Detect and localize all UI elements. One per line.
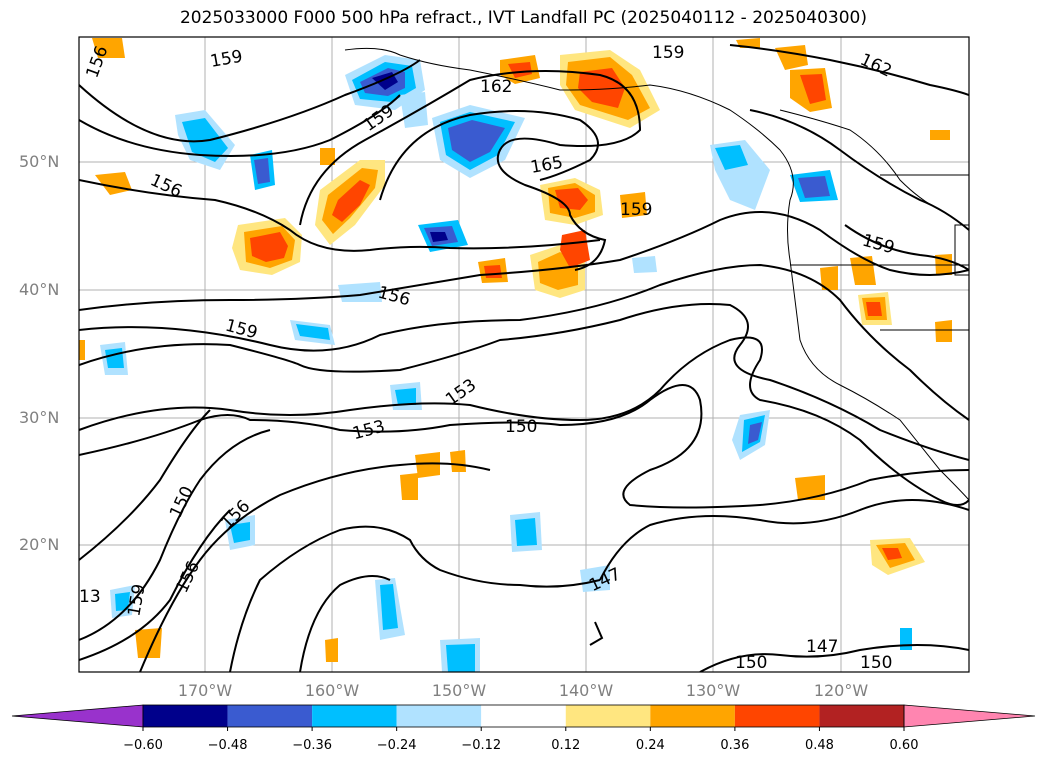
colorbar-tick-label: 0.12 bbox=[551, 738, 581, 753]
map-title: 2025033000 F000 500 hPa refract., IVT La… bbox=[179, 8, 867, 28]
contour-label: 150 bbox=[735, 653, 767, 673]
colorbar-tick-label: 0.36 bbox=[720, 738, 750, 753]
contour-label: 162 bbox=[480, 77, 512, 97]
colorbar-tick-label: −0.60 bbox=[123, 738, 163, 753]
colorbar-tick-label: −0.48 bbox=[207, 738, 248, 753]
colorbar-tick-label: 0.24 bbox=[635, 738, 665, 753]
coastlines bbox=[344, 47, 969, 501]
latitude-label: 40°N bbox=[19, 280, 60, 299]
contour-label: 159 bbox=[652, 43, 684, 63]
colorbar-tick-label: 0.48 bbox=[804, 738, 834, 753]
colorbar-tick-label: −0.12 bbox=[461, 738, 502, 753]
longitude-label: 130°W bbox=[685, 681, 741, 700]
colorbar-tick-label: 0.60 bbox=[889, 738, 919, 753]
colorbar-tick-label: −0.36 bbox=[292, 738, 333, 753]
longitude-label: 160°W bbox=[304, 681, 360, 700]
contour-label: 159 bbox=[620, 200, 652, 220]
latitude-label: 30°N bbox=[19, 408, 60, 427]
geopotential-contours bbox=[79, 44, 969, 672]
latitude-label: 20°N bbox=[19, 535, 60, 554]
contour-label: 147 bbox=[806, 637, 838, 657]
refractivity-shading bbox=[79, 38, 952, 672]
colorbar-tick-label: −0.24 bbox=[376, 738, 417, 753]
contour-label: 13 bbox=[79, 587, 101, 607]
latitude-label: 50°N bbox=[19, 152, 60, 171]
contour-label-group: 156 159 159 162 165 159 162 156 159 156 … bbox=[79, 43, 897, 673]
longitude-label: 140°W bbox=[558, 681, 614, 700]
contour-label: 150 bbox=[505, 417, 537, 437]
longitude-label: 170°W bbox=[177, 681, 233, 700]
longitude-label: 120°W bbox=[813, 681, 869, 700]
contour-label: 150 bbox=[860, 653, 892, 673]
longitude-label: 150°W bbox=[431, 681, 487, 700]
